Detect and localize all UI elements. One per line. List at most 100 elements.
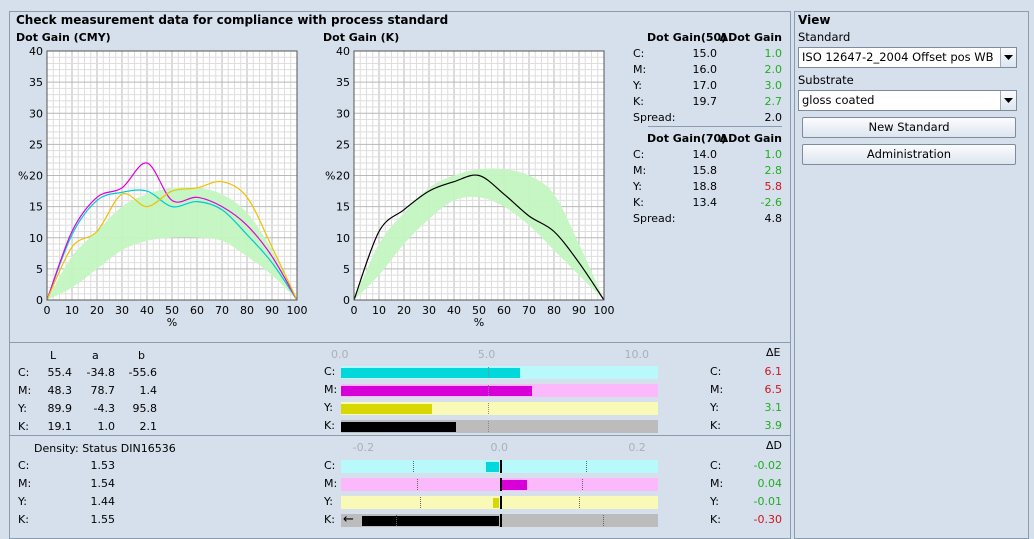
administration-button[interactable]: Administration bbox=[802, 144, 1016, 165]
dotgain70-row-label: Y: bbox=[633, 180, 642, 193]
deltaE-bar-track bbox=[341, 384, 658, 397]
deltaE-tolerance-mark bbox=[487, 403, 489, 414]
deltaD-tick-label: 0.0 bbox=[490, 441, 509, 454]
lab-a-value: -34.8 bbox=[86, 366, 115, 379]
chart-k-title: Dot Gain (K) bbox=[323, 31, 400, 44]
dotgain70-row-delta: -2.6 bbox=[760, 196, 782, 209]
y-tick-label: 25 bbox=[336, 138, 350, 151]
deltaE-row-label-right: K: bbox=[710, 419, 721, 432]
y-tick-label: 30 bbox=[336, 107, 350, 120]
deltaE-bar-track bbox=[341, 366, 658, 379]
dotgain50-row-label: M: bbox=[633, 63, 647, 76]
lab-header-b: b bbox=[138, 349, 145, 362]
deltaD-value: -0.01 bbox=[753, 495, 782, 508]
x-tick-label: 10 bbox=[372, 304, 386, 317]
dotgain50-row-label: Y: bbox=[633, 79, 642, 92]
dotgain50-row-value: 19.7 bbox=[692, 95, 718, 108]
lab-row-label: Y: bbox=[18, 402, 27, 415]
dotgain50-row-delta: 2.0 bbox=[764, 63, 783, 76]
x-tick-label: 20 bbox=[397, 304, 411, 317]
deltaD-zero-line bbox=[499, 478, 502, 491]
deltaD-bar-track: ← bbox=[341, 512, 658, 527]
series-line-K bbox=[353, 174, 605, 301]
density-title: Density: Status DIN16536 bbox=[34, 442, 176, 455]
deltaD-tick-label: 0.2 bbox=[628, 441, 646, 454]
deltaE-tick-label: 5.0 bbox=[477, 348, 496, 361]
dotgain70-row-delta: 2.8 bbox=[764, 164, 783, 177]
lab-row-label: M: bbox=[18, 384, 32, 397]
y-tick-label: 15 bbox=[336, 201, 350, 214]
y-tick-label: 10 bbox=[29, 232, 43, 245]
deltaD-row-label: K: bbox=[324, 513, 335, 526]
dotgain50-header: Dot Gain(50) bbox=[647, 31, 727, 44]
y-tick-label: 0 bbox=[36, 294, 43, 307]
new-standard-button[interactable]: New Standard bbox=[802, 117, 1016, 138]
y-axis-label: % bbox=[325, 170, 335, 183]
density-row-label: M: bbox=[18, 477, 32, 490]
lab-L-value: 19.1 bbox=[47, 420, 73, 433]
dotgain70-row-value: 18.8 bbox=[692, 180, 718, 193]
dotgain50-row-label: K: bbox=[633, 95, 644, 108]
dotgain70-row-value: 13.4 bbox=[692, 196, 718, 209]
series-line-C bbox=[46, 189, 298, 301]
chevron-down-icon[interactable] bbox=[1000, 48, 1016, 67]
deltaD-row-label-right: Y: bbox=[710, 495, 719, 508]
plot-frame bbox=[46, 50, 298, 301]
deltaE-row-label: M: bbox=[324, 383, 338, 396]
deltaE-bar bbox=[341, 368, 520, 378]
deltaE-row-label: Y: bbox=[324, 401, 333, 414]
lab-b-value: 2.1 bbox=[139, 420, 158, 433]
y-tick-label: 40 bbox=[29, 45, 43, 58]
deltaD-bar-track bbox=[341, 496, 658, 509]
standard-select[interactable]: ISO 12647-2_2004 Offset pos WB bbox=[798, 47, 1017, 68]
lab-b-value: 1.4 bbox=[139, 384, 158, 397]
deltaE-header: ΔE bbox=[766, 346, 781, 359]
x-tick-label: 40 bbox=[447, 304, 461, 317]
deltaD-tolerance-mark bbox=[585, 461, 587, 472]
deltaD-bar-track bbox=[341, 478, 658, 491]
page-title: Check measurement data for compliance wi… bbox=[16, 13, 449, 27]
lab-L-value: 55.4 bbox=[47, 366, 73, 379]
y-tick-label: 5 bbox=[343, 263, 350, 276]
x-tick-label: 60 bbox=[497, 304, 511, 317]
density-value: 1.55 bbox=[90, 513, 116, 526]
deltaE-row-label-right: C: bbox=[710, 365, 722, 378]
deltaD-tolerance-mark bbox=[420, 497, 422, 508]
deltaD-row-label-right: C: bbox=[710, 459, 722, 472]
lab-row-label: K: bbox=[18, 420, 29, 433]
dotgain70-header: Dot Gain(70) bbox=[647, 132, 727, 145]
y-tick-label: 30 bbox=[29, 107, 43, 120]
lab-header-a: a bbox=[92, 349, 99, 362]
deltaE-row-label-right: Y: bbox=[710, 401, 719, 414]
deltaD-row-label: Y: bbox=[324, 495, 333, 508]
y-tick-label: 20 bbox=[336, 170, 350, 183]
y-tick-label: 40 bbox=[336, 45, 350, 58]
chevron-down-icon[interactable] bbox=[1000, 91, 1016, 110]
x-tick-label: 30 bbox=[115, 304, 129, 317]
y-tick-label: 25 bbox=[29, 138, 43, 151]
deltaD-tolerance-mark bbox=[416, 479, 418, 490]
substrate-select-value: gloss coated bbox=[802, 93, 875, 107]
lab-L-value: 48.3 bbox=[47, 384, 73, 397]
dotgain50-delta-header: ΔDot Gain bbox=[719, 31, 782, 44]
lab-header-L: L bbox=[50, 349, 57, 362]
y-tick-label: 0 bbox=[343, 294, 350, 307]
deltaD-row-label-right: K: bbox=[710, 513, 721, 526]
deltaE-value: 6.1 bbox=[764, 365, 783, 378]
substrate-select[interactable]: gloss coated bbox=[798, 90, 1017, 111]
y-tick-label: 35 bbox=[336, 76, 350, 89]
chart-cmy: 0 5 10 15 20 25 30 35 40 0 10 20 30 40 50 60 70 80 90 100%% bbox=[18, 45, 308, 329]
deltaD-tolerance-mark bbox=[602, 515, 604, 526]
deltaE-bar bbox=[341, 422, 456, 432]
x-tick-label: 80 bbox=[240, 304, 254, 317]
dotgain50-row-value: 17.0 bbox=[692, 79, 718, 92]
deltaD-tick-label: -0.2 bbox=[352, 441, 375, 454]
x-tick-label: 10 bbox=[65, 304, 79, 317]
x-tick-label: 100 bbox=[287, 304, 308, 317]
dotgain70-spread-label: Spread: bbox=[633, 212, 676, 225]
density-row-label: C: bbox=[18, 459, 30, 472]
y-tick-label: 20 bbox=[29, 170, 43, 183]
chart-cmy-title: Dot Gain (CMY) bbox=[16, 31, 111, 44]
dotgain70-delta-header: ΔDot Gain bbox=[719, 132, 782, 145]
y-tick-label: 10 bbox=[336, 232, 350, 245]
